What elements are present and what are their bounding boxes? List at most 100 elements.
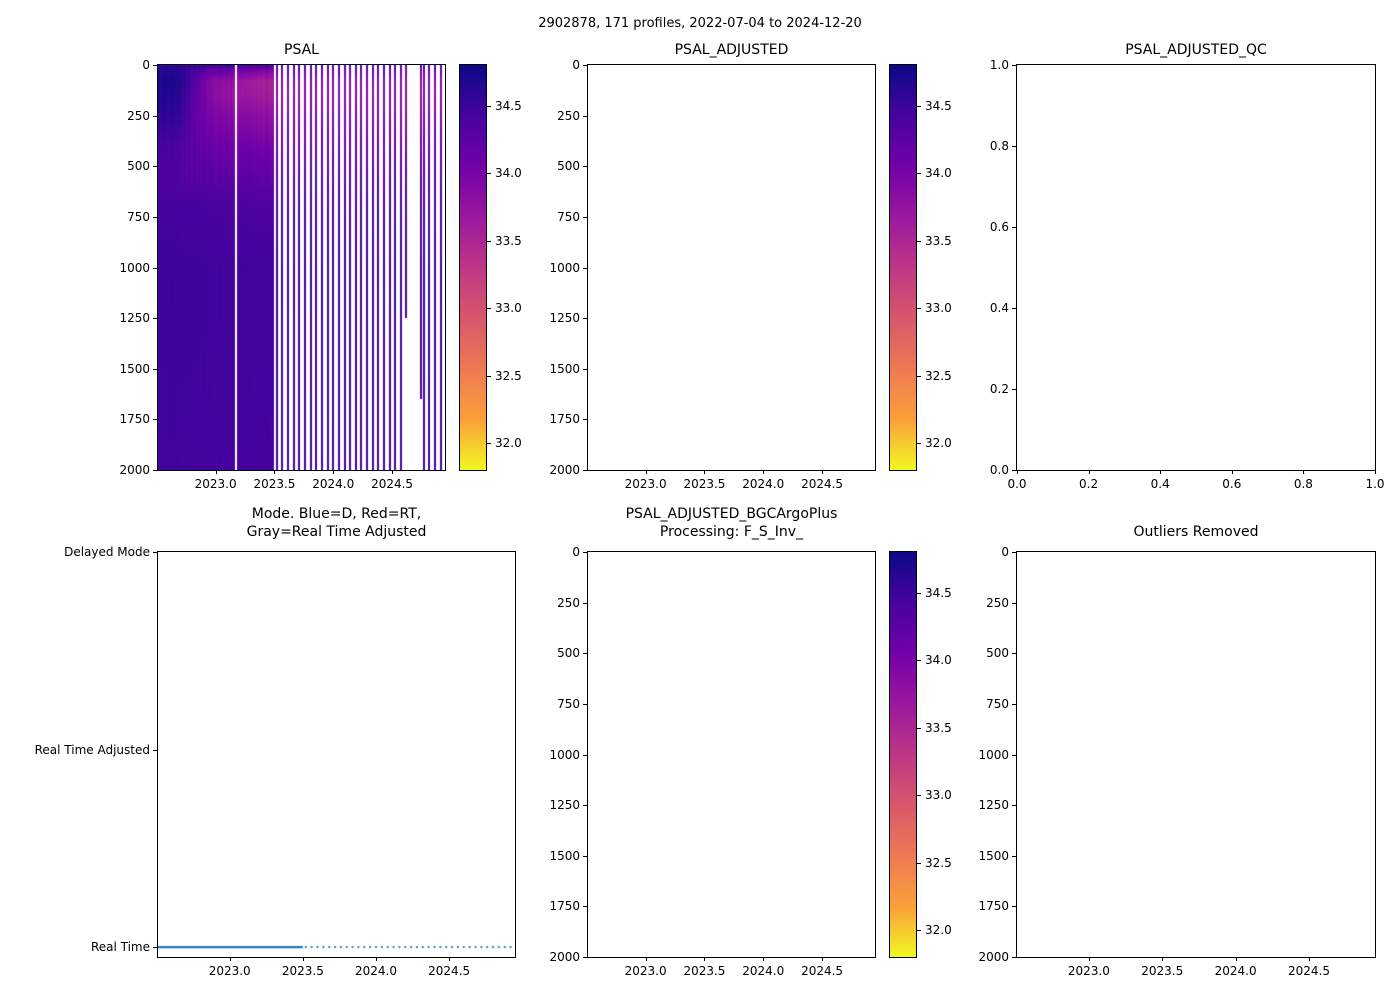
subplot-title-mode-line1: Mode. Blue=D, Red=RT, <box>251 506 422 522</box>
outliers-x-tick <box>1162 957 1164 961</box>
psal_adjusted_bgc-y-tick <box>583 805 587 807</box>
outliers-y-tick <box>1012 805 1016 807</box>
psal-colorbar-tick-label: 32.5 <box>495 368 522 383</box>
psal_adjusted-y-tick <box>583 65 587 66</box>
psal-x-tick-label: 2024.0 <box>312 477 355 491</box>
psal_adjusted-x-tick <box>763 470 765 474</box>
psal-x-tick <box>215 470 217 474</box>
psal_adjusted-y-tick <box>583 115 587 117</box>
psal_adjusted_bgc-x-tick <box>645 957 647 961</box>
outliers-x-tick-label: 2023.5 <box>1141 964 1184 978</box>
psal_adjusted-y-tick <box>583 470 587 471</box>
psal_adjusted-x-tick <box>645 470 647 474</box>
psal_adjusted-colorbar-tick <box>917 443 921 444</box>
psal_adjusted-x-tick-label: 2024.0 <box>742 477 785 491</box>
mode-x-tick-label: 2023.0 <box>208 964 251 978</box>
psal-y-tick-label: 500 <box>127 159 150 174</box>
psal_adjusted_bgc-y-tick <box>583 602 587 604</box>
psal_adjusted_qc-y-tick-label: 0.4 <box>989 301 1009 315</box>
psal-y-tick <box>153 318 157 320</box>
psal-y-tick-label: 1750 <box>119 412 150 427</box>
psal_adjusted_bgc-x-tick-label: 2023.5 <box>683 964 726 978</box>
subplot-title-bgc: PSAL_ADJUSTED_BGCArgoPlus Processing: F_… <box>588 505 875 541</box>
psal_adjusted-y-tick-label: 1000 <box>549 260 580 275</box>
psal_adjusted-y-tick-label: 1750 <box>549 412 580 427</box>
plot-area-bgc <box>587 551 876 958</box>
outliers-x-tick <box>1088 957 1090 961</box>
outliers-x-tick <box>1235 957 1237 961</box>
outliers-x-tick <box>1308 957 1310 961</box>
psal-y-tick-label: 750 <box>127 209 150 224</box>
psal-y-tick <box>153 267 157 269</box>
psal-y-tick <box>153 166 157 168</box>
outliers-y-tick <box>1012 855 1016 857</box>
psal_adjusted_bgc-y-tick-label: 1750 <box>549 899 580 914</box>
psal-x-tick <box>392 470 394 474</box>
mode-x-tick-label: 2024.5 <box>428 964 471 978</box>
psal_adjusted-x-tick <box>704 470 706 474</box>
psal_adjusted_bgc-colorbar-tick-label: 34.0 <box>925 653 952 667</box>
figure-title: 2902878, 171 profiles, 2022-07-04 to 202… <box>538 16 862 31</box>
mode-y-tick <box>153 552 157 553</box>
outliers-y-tick-label: 1250 <box>978 798 1009 813</box>
outliers-y-tick-label: 1000 <box>978 747 1009 762</box>
psal-colorbar-tick <box>487 173 491 174</box>
psal-x-tick <box>333 470 335 474</box>
mode-x-tick-label: 2024.0 <box>355 964 397 978</box>
mode-y-tick <box>153 749 157 751</box>
psal_adjusted_qc-x-tick <box>1375 470 1376 474</box>
psal-colorbar-tick-label: 34.0 <box>495 166 522 180</box>
psal_adjusted-colorbar-tick <box>917 308 921 309</box>
psal_adjusted_bgc-y-tick <box>583 855 587 857</box>
psal_adjusted_qc-x-tick <box>1231 470 1233 474</box>
psal_adjusted-x-tick-label: 2023.0 <box>624 477 667 491</box>
psal-y-tick-label: 1500 <box>119 361 150 376</box>
psal_adjusted_qc-y-tick <box>1012 470 1016 471</box>
mode-line-canvas <box>158 552 515 957</box>
plot-area-psal-adjusted-qc <box>1016 64 1376 471</box>
psal-y-tick <box>153 216 157 218</box>
psal-y-tick <box>153 368 157 370</box>
subplot-title-psal-adjusted: PSAL_ADJUSTED <box>674 42 789 58</box>
subplot-title-psal: PSAL <box>284 42 319 58</box>
outliers-y-tick <box>1012 653 1016 655</box>
psal_adjusted_bgc-y-tick-label: 1250 <box>549 798 580 813</box>
psal_adjusted-y-tick <box>583 419 587 421</box>
psal_adjusted_bgc-x-tick <box>763 957 765 961</box>
psal-heatmap-canvas <box>158 65 445 470</box>
outliers-y-tick-label: 250 <box>986 595 1009 610</box>
psal_adjusted_qc-y-tick-label: 1.0 <box>989 58 1009 72</box>
outliers-x-tick-label: 2024.0 <box>1214 964 1257 978</box>
psal-y-tick <box>153 419 157 421</box>
subplot-title-bgc-line2: Processing: F_S_Inv_ <box>659 524 804 540</box>
psal_adjusted_qc-x-tick-label: 0.2 <box>1079 477 1099 491</box>
plot-area-outliers <box>1016 551 1376 958</box>
psal_adjusted_bgc-colorbar-tick <box>917 930 921 931</box>
psal-y-tick-label: 0 <box>142 58 150 72</box>
subplot-title-mode: Mode. Blue=D, Red=RT, Gray=Real Time Adj… <box>158 505 515 541</box>
subplot-title-mode-line2: Gray=Real Time Adjusted <box>246 524 427 540</box>
psal_adjusted_bgc-y-tick <box>583 906 587 908</box>
psal_adjusted_bgc-colorbar-tick-label: 32.0 <box>925 923 952 937</box>
subplot-title-bgc-line1: PSAL_ADJUSTED_BGCArgoPlus <box>625 506 838 522</box>
psal_adjusted_qc-x-tick <box>1088 470 1090 474</box>
psal_adjusted_bgc-colorbar-tick <box>917 660 921 661</box>
psal-y-tick-label: 1000 <box>119 260 150 275</box>
psal_adjusted_bgc-x-tick-label: 2023.0 <box>624 964 667 978</box>
subplot-title-psal-adjusted-qc: PSAL_ADJUSTED_QC <box>1125 42 1267 58</box>
outliers-y-tick <box>1012 906 1016 908</box>
psal_adjusted-colorbar-tick <box>917 375 921 377</box>
psal_adjusted_qc-y-tick-label: 0.8 <box>989 139 1009 153</box>
psal_adjusted-colorbar-tick-label: 34.0 <box>925 166 952 180</box>
outliers-y-tick <box>1012 754 1016 756</box>
outliers-y-tick <box>1012 957 1016 958</box>
psal_adjusted-y-tick-label: 2000 <box>549 463 580 477</box>
psal_adjusted_qc-x-tick-label: 1.0 <box>1365 477 1385 491</box>
psal_adjusted_qc-x-tick-label: 0.6 <box>1222 477 1242 491</box>
psal_adjusted_bgc-y-tick-label: 1500 <box>549 848 580 863</box>
psal_adjusted_bgc-y-tick <box>583 552 587 553</box>
psal-colorbar-tick <box>487 105 491 107</box>
plot-area-psal <box>157 64 446 471</box>
psal-colorbar-tick-label: 33.5 <box>495 233 522 248</box>
psal_adjusted_bgc-colorbar-tick <box>917 727 921 729</box>
